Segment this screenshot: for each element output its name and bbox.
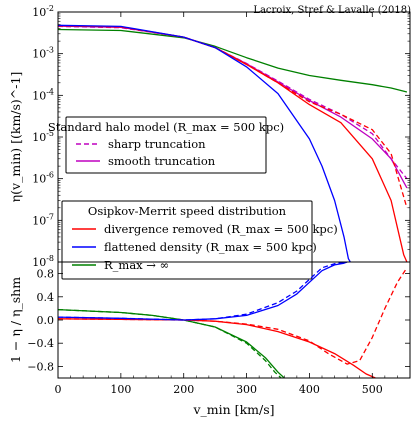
legend-title: Osipkov-Merrit speed distribution xyxy=(88,204,287,218)
xlabel: v_min [km/s] xyxy=(193,402,275,417)
top-ylabel: η(v_min) [(km/s)^-1] xyxy=(8,72,23,203)
bottom-xtick-label: 100 xyxy=(110,383,131,396)
top-panel: 10-8 10-7 10-6 10-5 10-4 10-3 10-2 η(v_min) [(k… xyxy=(8,4,411,280)
top-series-line-0 xyxy=(58,28,408,93)
bottom-ylabel: 1 − η / η_shm xyxy=(8,277,23,363)
legend-1: Osipkov-Merrit speed distribution diverge… xyxy=(61,200,338,280)
bottom-xtick-label: 500 xyxy=(362,383,383,396)
bottom-xtick-label: 0 xyxy=(55,383,62,396)
bottom-ytick-label: −0.8 xyxy=(27,360,54,373)
legend-0: Standard halo model (R_max = 500 kpc) sha… xyxy=(48,116,284,174)
top-ytick-label: 10-8 xyxy=(32,254,54,269)
top-series-line-5 xyxy=(58,24,351,262)
top-curves xyxy=(58,24,408,262)
bottom-xtick-label: 200 xyxy=(173,383,194,396)
bottom-series-line-3 xyxy=(58,267,408,365)
top-ytick-label: 10-3 xyxy=(32,46,54,61)
bottom-ytick-label: 0.8 xyxy=(37,268,55,281)
top-ytick-label: 10-2 xyxy=(32,4,54,19)
bottom-ytick-label: 0.0 xyxy=(37,314,55,327)
top-ytick-label: 10-7 xyxy=(32,212,54,227)
legend-entry-label: smooth truncation xyxy=(108,154,216,168)
bottom-series-line-5 xyxy=(58,262,348,321)
legend-box xyxy=(61,200,313,280)
legend-title: Standard halo model (R_max = 500 kpc) xyxy=(48,120,284,134)
bottom-panel: −0.8 −0.4 0.0 0.4 0.8 0 100 200 300 400 500 1 − η /… xyxy=(8,261,411,417)
legend-entry-label: R_max → ∞ xyxy=(104,258,169,272)
bottom-xtick-label: 300 xyxy=(236,383,257,396)
bottom-ytick-label: −0.4 xyxy=(27,337,54,350)
bottom-curves xyxy=(58,262,408,378)
legend-box xyxy=(65,116,267,174)
bottom-xtick-label: 400 xyxy=(299,383,320,396)
legend-entry-label: flattened density (R_max = 500 kpc) xyxy=(104,240,317,254)
top-ytick-label: 10-5 xyxy=(32,129,54,144)
top-ytick-label: 10-4 xyxy=(32,87,54,102)
legend-entry-label: sharp truncation xyxy=(108,137,206,151)
bottom-ytick-label: 0.4 xyxy=(37,291,55,304)
top-ytick-label: 10-6 xyxy=(32,171,54,186)
bottom-series-line-1 xyxy=(58,308,282,378)
legend-entry-label: divergence removed (R_max = 500 kpc) xyxy=(104,222,338,236)
credit-text: Lacroix, Stref & Lavalle (2018) xyxy=(253,5,411,16)
